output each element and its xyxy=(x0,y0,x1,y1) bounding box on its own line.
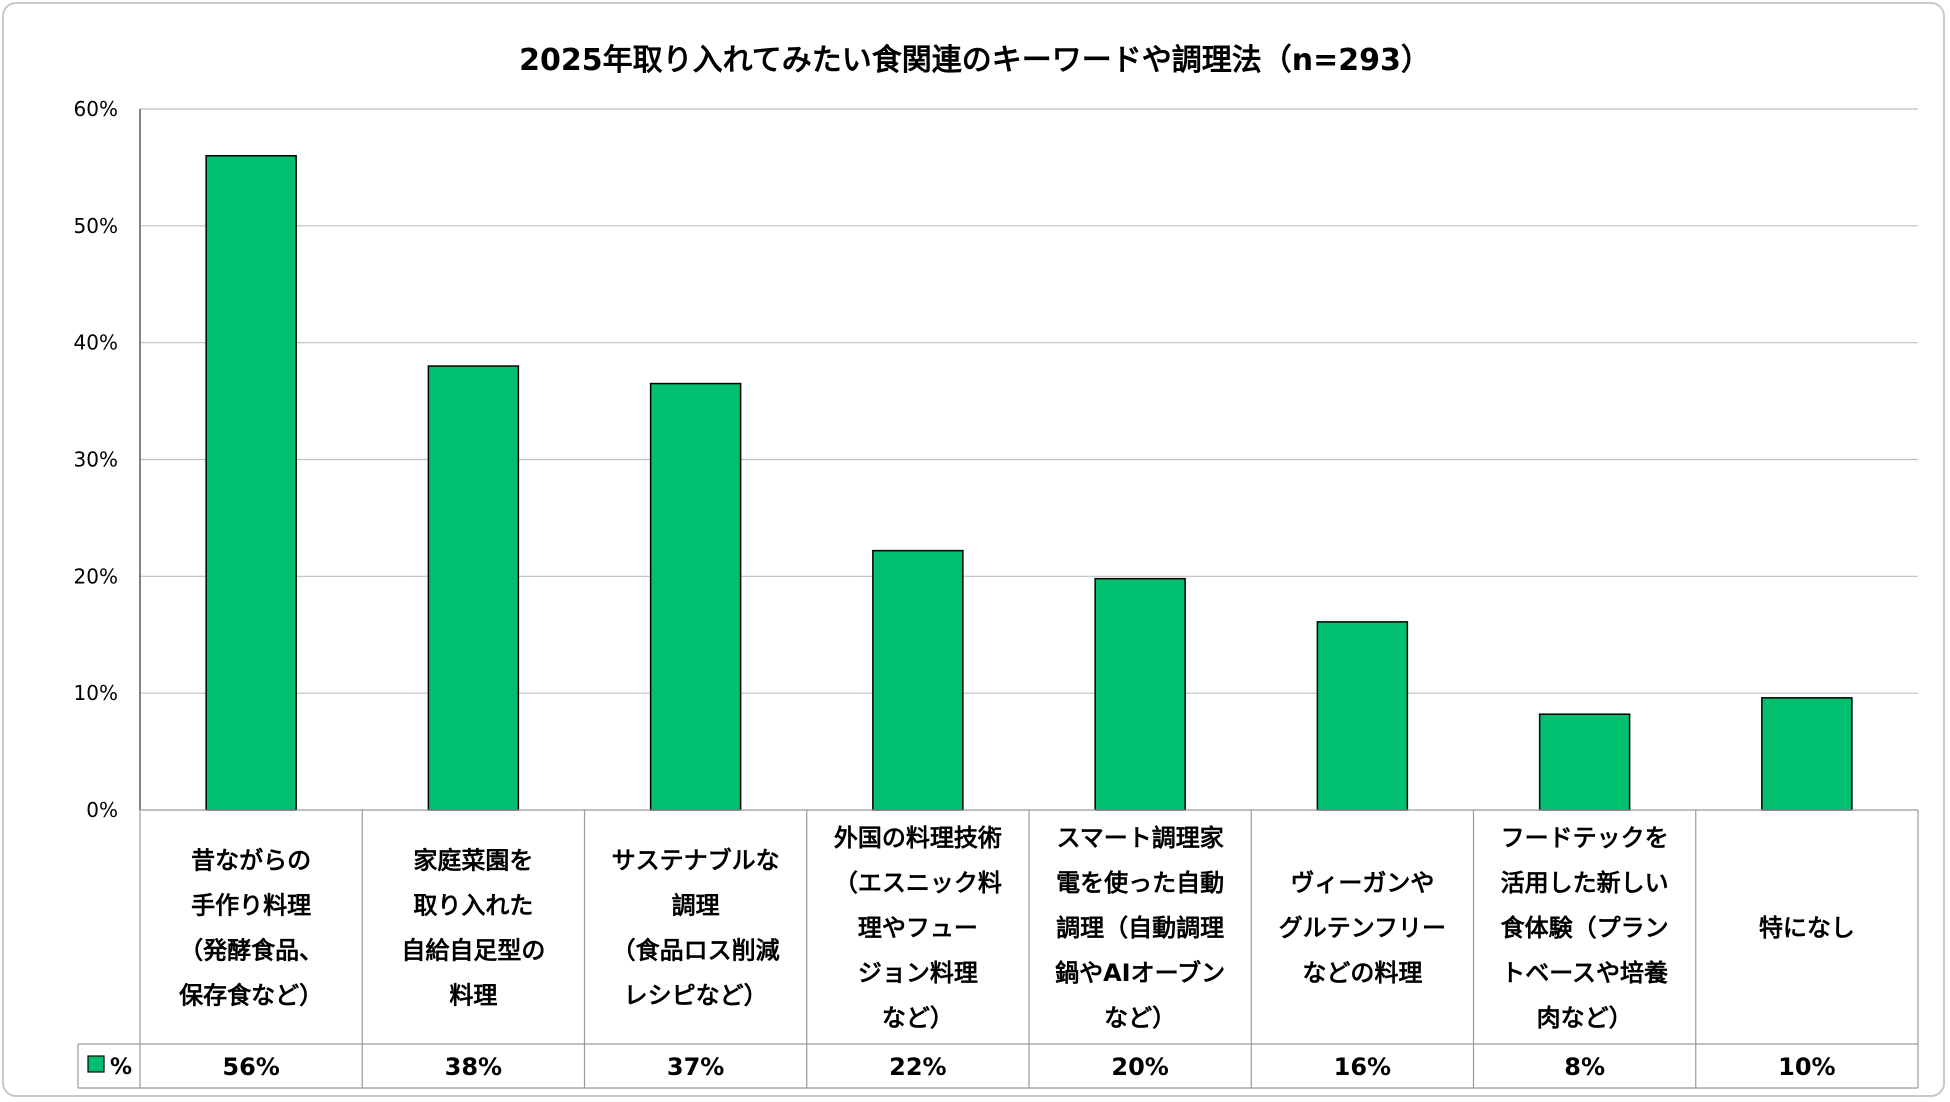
category-label: （食品ロス削減 xyxy=(612,937,780,965)
bar xyxy=(872,549,964,811)
category-label: 家庭菜園を xyxy=(413,847,533,875)
category-label: ヴィーガンや xyxy=(1290,869,1434,897)
category-label: 取り入れた xyxy=(413,892,533,920)
data-label: 38% xyxy=(445,1053,502,1081)
category-label: フードテックを xyxy=(1501,824,1669,852)
y-tick-label: 10% xyxy=(74,681,118,705)
category-label: 昔ながらの xyxy=(191,847,311,875)
legend-swatch xyxy=(87,1055,105,1073)
category-label: トベースや培養 xyxy=(1501,959,1668,987)
category-label: などの料理 xyxy=(1302,959,1422,987)
category-label: 理やフュー xyxy=(858,914,978,942)
category-label: 調理（自動調理 xyxy=(1056,914,1224,942)
data-label: 16% xyxy=(1334,1053,1391,1081)
data-label: 10% xyxy=(1778,1053,1835,1081)
category-label: 肉など） xyxy=(1537,1004,1633,1032)
y-tick-label: 50% xyxy=(74,214,118,238)
data-label: 37% xyxy=(667,1053,724,1081)
category-label: （エスニック料 xyxy=(834,869,1002,897)
category-label: 手作り料理 xyxy=(191,892,311,920)
category-label: スマート調理家 xyxy=(1056,824,1223,852)
category-label: サステナブルな xyxy=(612,847,780,875)
bars xyxy=(205,154,1853,811)
data-label: 20% xyxy=(1111,1053,1168,1081)
category-label: 自給自足型の xyxy=(401,937,545,965)
bar xyxy=(205,154,297,811)
bar xyxy=(1094,577,1186,811)
y-tick-label: 40% xyxy=(74,331,118,355)
category-label: （発酵食品、 xyxy=(179,937,323,965)
category-label: 活用した新しい xyxy=(1501,869,1669,897)
data-label: 8% xyxy=(1564,1053,1605,1081)
category-label: 鍋やAIオーブン xyxy=(1055,959,1225,987)
category-label: グルテンフリー xyxy=(1279,914,1446,942)
category-label: 調理 xyxy=(672,892,720,920)
category-label: ジョン料理 xyxy=(858,959,978,987)
y-tick-label: 30% xyxy=(74,448,118,472)
category-label: など） xyxy=(882,1004,954,1032)
y-tick-label: 20% xyxy=(74,564,118,588)
category-label: 料理 xyxy=(449,982,497,1010)
category-label: 食体験（プラン xyxy=(1501,914,1669,942)
category-label: など） xyxy=(1104,1004,1176,1032)
data-label: 22% xyxy=(889,1053,946,1081)
category-label: 保存食など） xyxy=(178,982,323,1010)
category-label: レシピなど） xyxy=(624,982,768,1010)
data-label: 56% xyxy=(222,1053,279,1081)
bar xyxy=(427,365,520,811)
y-axis-ticks: 0% 10% 20% 30% 40% 50% 60% xyxy=(74,97,118,822)
category-label: 特になし xyxy=(1759,914,1855,942)
bar xyxy=(1316,621,1409,811)
bar xyxy=(1761,697,1853,811)
category-label: 外国の料理技術 xyxy=(834,824,1002,852)
y-tick-label: 0% xyxy=(86,798,118,822)
category-label: 電を使った自動 xyxy=(1056,869,1224,897)
legend-label: % xyxy=(110,1055,132,1080)
chart-title: 2025年取り入れてみたい食関連のキーワードや調理法（n=293） xyxy=(519,43,1431,78)
bar xyxy=(1538,713,1631,811)
bar xyxy=(649,382,742,811)
y-tick-label: 60% xyxy=(74,97,118,121)
gridlines xyxy=(139,108,1918,810)
